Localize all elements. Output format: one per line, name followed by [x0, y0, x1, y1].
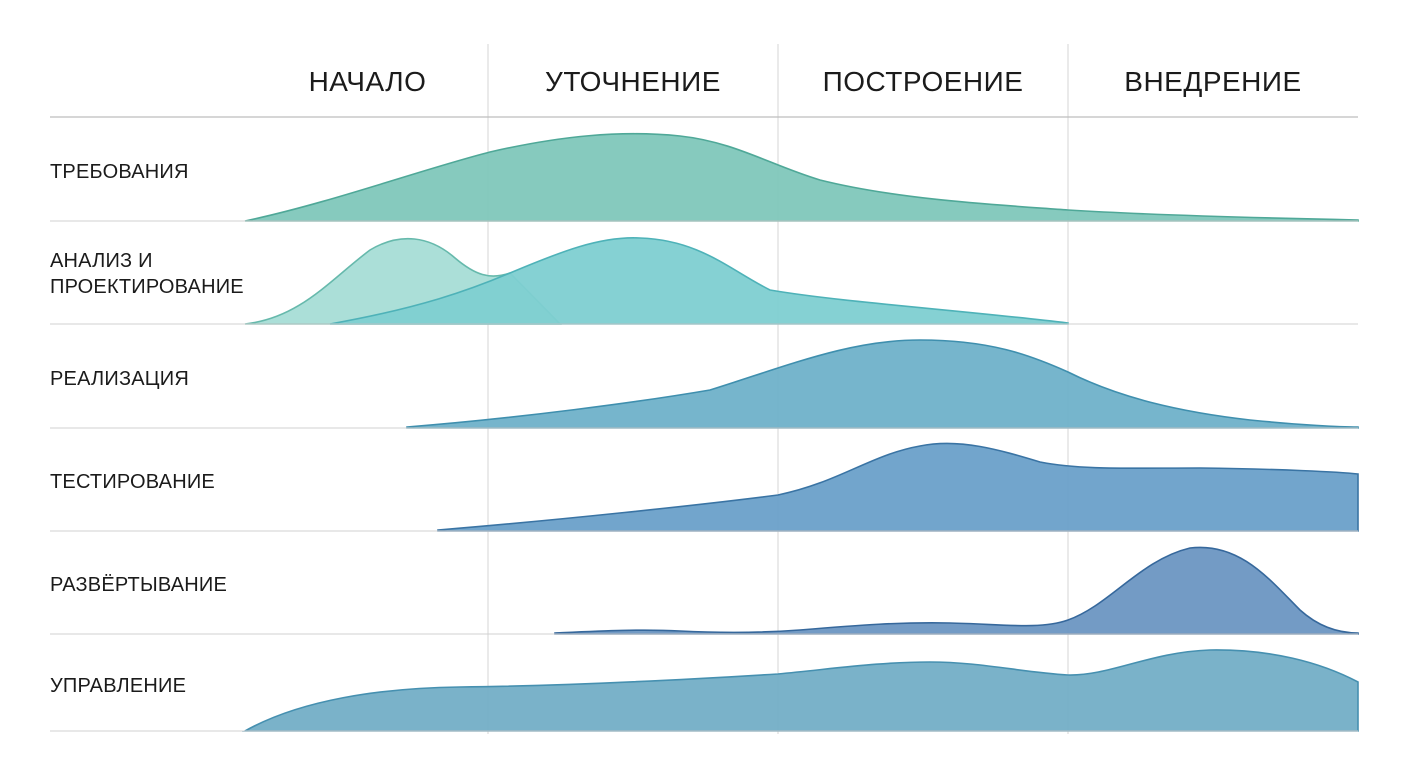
discipline-label-testing: ТЕСТИРОВАНИЕ	[50, 471, 215, 493]
requirements-effort-area	[244, 132, 1359, 222]
discipline-label-deployment: РАЗВЁРТЫВАНИЕ	[50, 574, 228, 596]
phase-header-construction: ПОСТРОЕНИЕ	[822, 66, 1024, 97]
deployment-effort-area	[554, 546, 1359, 635]
phase-header-elaboration: УТОЧНЕНИЕ	[545, 66, 721, 97]
analysis-design-effort-area	[329, 237, 1069, 325]
phase-header-inception: НАЧАЛО	[308, 66, 427, 97]
phase-header-transition: ВНЕДРЕНИЕ	[1124, 66, 1302, 97]
implementation-effort-area	[406, 339, 1359, 429]
discipline-label-requirements: ТРЕБОВАНИЯ	[50, 161, 189, 183]
discipline-label-management: УПРАВЛЕНИЕ	[50, 675, 187, 697]
discipline-label-analysis-design: АНАЛИЗ И ПРОЕКТИРОВАНИЕ	[50, 250, 244, 298]
discipline-label-implementation: РЕАЛИЗАЦИЯ	[50, 368, 189, 390]
testing-effort-area	[437, 442, 1359, 532]
management-effort-area	[241, 649, 1359, 732]
